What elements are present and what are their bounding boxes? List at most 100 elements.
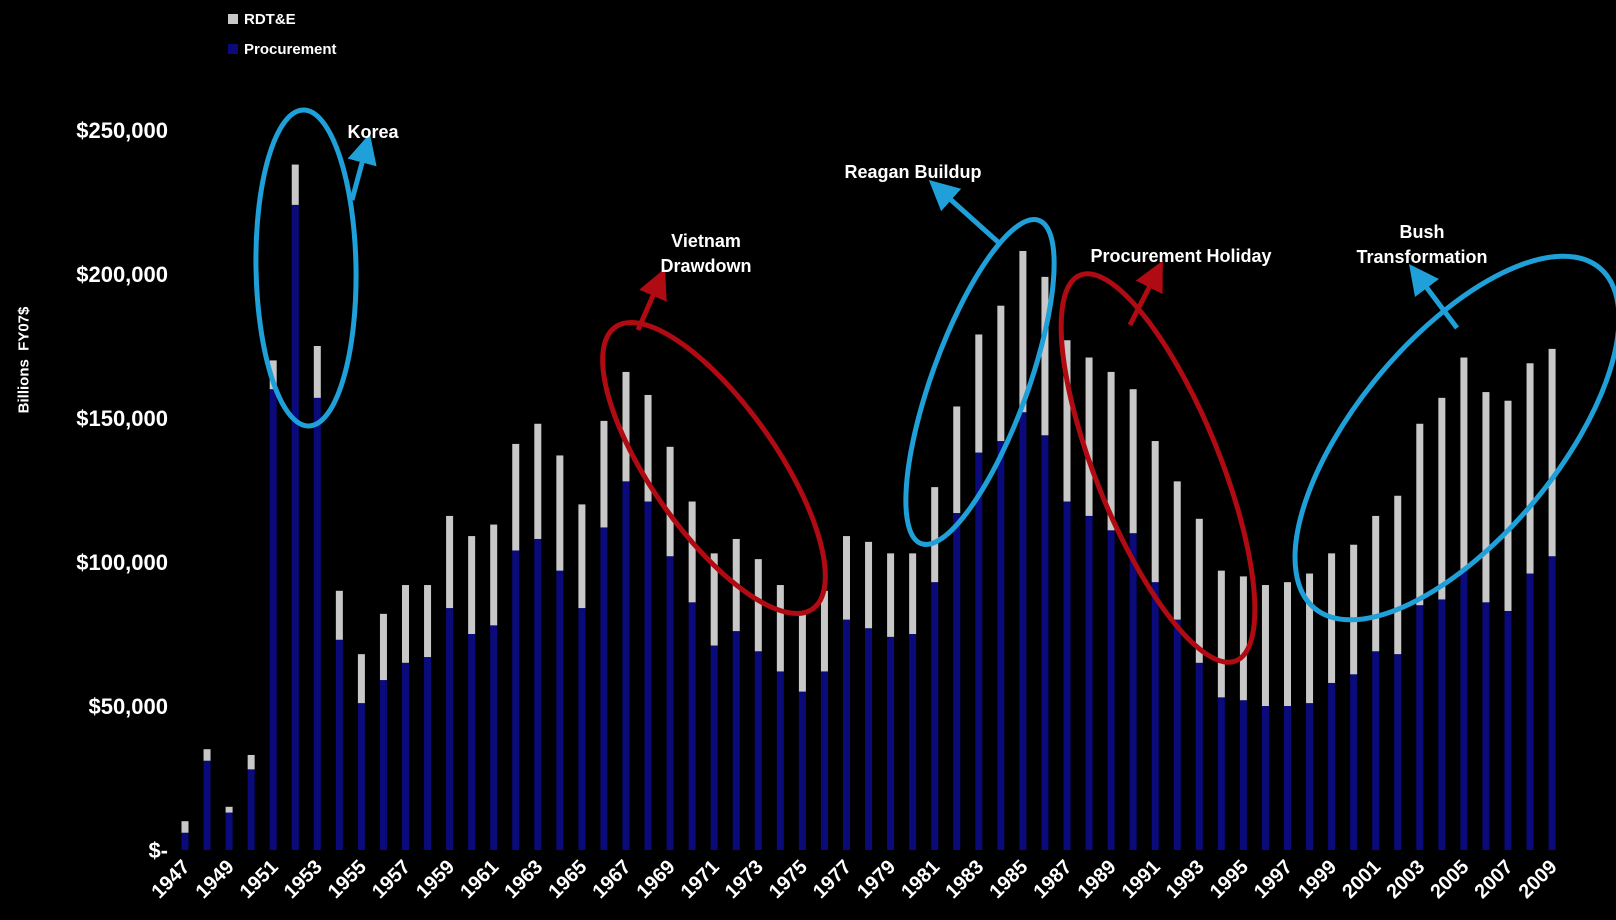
bar-procurement-1959 bbox=[446, 608, 454, 850]
bar-procurement-1990 bbox=[1129, 533, 1137, 850]
bar-procurement-1991 bbox=[1151, 582, 1159, 850]
x-tick-label: 2009 bbox=[1515, 856, 1562, 903]
bar-rdte-1968 bbox=[644, 394, 652, 502]
x-tick-label: 1971 bbox=[677, 856, 724, 903]
bar-procurement-1995 bbox=[1239, 700, 1247, 850]
bar-rdte-1959 bbox=[446, 515, 454, 609]
bar-rdte-1970 bbox=[688, 501, 696, 603]
bar-rdte-1971 bbox=[710, 553, 718, 646]
x-tick-label: 1953 bbox=[280, 856, 327, 903]
legend-swatch-rdte bbox=[228, 14, 238, 24]
bar-rdte-2002 bbox=[1394, 495, 1402, 655]
bar-procurement-1976 bbox=[820, 671, 828, 850]
legend: RDT&E Procurement bbox=[228, 4, 337, 64]
bar-procurement-1980 bbox=[909, 634, 917, 850]
bar-rdte-1975 bbox=[798, 613, 806, 692]
bar-procurement-1977 bbox=[843, 619, 850, 850]
bar-rdte-1989 bbox=[1107, 371, 1115, 531]
bars bbox=[181, 164, 1556, 850]
bar-rdte-1947 bbox=[181, 821, 189, 833]
bar-procurement-1974 bbox=[776, 671, 784, 850]
bar-procurement-1994 bbox=[1217, 697, 1225, 850]
bar-rdte-1963 bbox=[534, 423, 542, 539]
bar-procurement-1998 bbox=[1306, 703, 1314, 850]
bar-procurement-1979 bbox=[887, 636, 895, 850]
legend-item-rdte: RDT&E bbox=[228, 4, 337, 34]
bar-procurement-1986 bbox=[1041, 435, 1049, 850]
bar-rdte-1980 bbox=[909, 553, 917, 634]
bar-rdte-2000 bbox=[1350, 544, 1358, 675]
bar-procurement-1970 bbox=[688, 602, 696, 850]
bar-procurement-2003 bbox=[1416, 605, 1424, 850]
annotation-label: Vietnam bbox=[671, 231, 741, 251]
bar-procurement-1962 bbox=[512, 550, 520, 850]
x-tick-label: 1955 bbox=[324, 856, 371, 903]
bar-procurement-1997 bbox=[1284, 706, 1291, 850]
bar-procurement-1992 bbox=[1173, 619, 1181, 850]
y-tick-label: $200,000 bbox=[76, 262, 168, 287]
bar-rdte-2001 bbox=[1372, 515, 1380, 652]
bar-procurement-1958 bbox=[424, 657, 432, 850]
bar-procurement-1987 bbox=[1063, 501, 1071, 850]
x-axis: 1947194919511953195519571959196119631965… bbox=[148, 856, 1562, 903]
x-tick-label: 1969 bbox=[633, 856, 680, 903]
bar-rdte-1973 bbox=[754, 559, 762, 652]
bar-procurement-1968 bbox=[644, 501, 652, 850]
y-tick-label: $100,000 bbox=[76, 550, 168, 575]
x-tick-label: 1963 bbox=[500, 856, 547, 903]
annotation-ellipse bbox=[600, 320, 828, 616]
x-tick-label: 1947 bbox=[148, 856, 195, 903]
annotation-arrow bbox=[1409, 264, 1459, 330]
x-tick-label: 1981 bbox=[897, 856, 944, 903]
bar-procurement-2007 bbox=[1504, 610, 1512, 850]
legend-item-procurement: Procurement bbox=[228, 34, 337, 64]
bar-procurement-1964 bbox=[556, 570, 564, 850]
bar-procurement-1960 bbox=[468, 634, 476, 850]
bar-rdte-1978 bbox=[865, 541, 873, 629]
bar-procurement-1955 bbox=[357, 703, 365, 850]
x-tick-label: 1957 bbox=[368, 856, 415, 903]
x-tick-label: 1989 bbox=[1074, 856, 1121, 903]
bar-procurement-1949 bbox=[225, 812, 233, 850]
bar-rdte-1981 bbox=[931, 487, 939, 583]
annotation-ellipse bbox=[1058, 271, 1258, 665]
x-tick-label: 1959 bbox=[412, 856, 459, 903]
bar-rdte-1996 bbox=[1261, 585, 1269, 706]
x-tick-label: 2001 bbox=[1338, 856, 1385, 903]
x-tick-label: 2003 bbox=[1382, 856, 1429, 903]
bar-procurement-1957 bbox=[402, 662, 409, 850]
bar-procurement-1965 bbox=[578, 608, 586, 850]
bar-rdte-1955 bbox=[357, 654, 365, 704]
bar-rdte-1966 bbox=[600, 420, 608, 528]
x-tick-label: 2005 bbox=[1426, 856, 1473, 903]
bar-procurement-1993 bbox=[1195, 662, 1203, 850]
bar-procurement-1989 bbox=[1107, 530, 1115, 850]
bar-rdte-1984 bbox=[997, 305, 1005, 442]
bar-rdte-2006 bbox=[1482, 392, 1490, 603]
bar-procurement-2001 bbox=[1372, 651, 1380, 850]
bar-rdte-1961 bbox=[490, 524, 498, 626]
bar-rdte-1964 bbox=[556, 455, 564, 571]
bar-rdte-2004 bbox=[1438, 397, 1446, 600]
bar-rdte-2003 bbox=[1416, 423, 1424, 606]
bar-procurement-1951 bbox=[269, 389, 277, 850]
bar-procurement-1996 bbox=[1261, 706, 1269, 850]
x-tick-label: 1965 bbox=[544, 856, 591, 903]
bar-rdte-1960 bbox=[468, 536, 476, 634]
x-tick-label: 1979 bbox=[853, 856, 900, 903]
bar-procurement-1954 bbox=[335, 639, 343, 850]
bar-rdte-1974 bbox=[776, 585, 784, 672]
annotation-ellipse bbox=[253, 107, 359, 429]
bar-rdte-1977 bbox=[843, 536, 850, 620]
annotation-label: Reagan Buildup bbox=[844, 162, 981, 182]
bar-rdte-1952 bbox=[291, 164, 299, 205]
bar-procurement-1975 bbox=[798, 691, 806, 850]
bar-rdte-2008 bbox=[1526, 363, 1534, 574]
y-tick-label: $250,000 bbox=[76, 118, 168, 143]
annotation-arrow bbox=[347, 133, 377, 201]
bar-rdte-1994 bbox=[1217, 570, 1225, 698]
x-tick-label: 1997 bbox=[1250, 856, 1297, 903]
annotations: Korea Vietnam Drawdown Reagan Buildup Procur… bbox=[253, 107, 1616, 665]
bar-procurement-2008 bbox=[1526, 573, 1534, 850]
